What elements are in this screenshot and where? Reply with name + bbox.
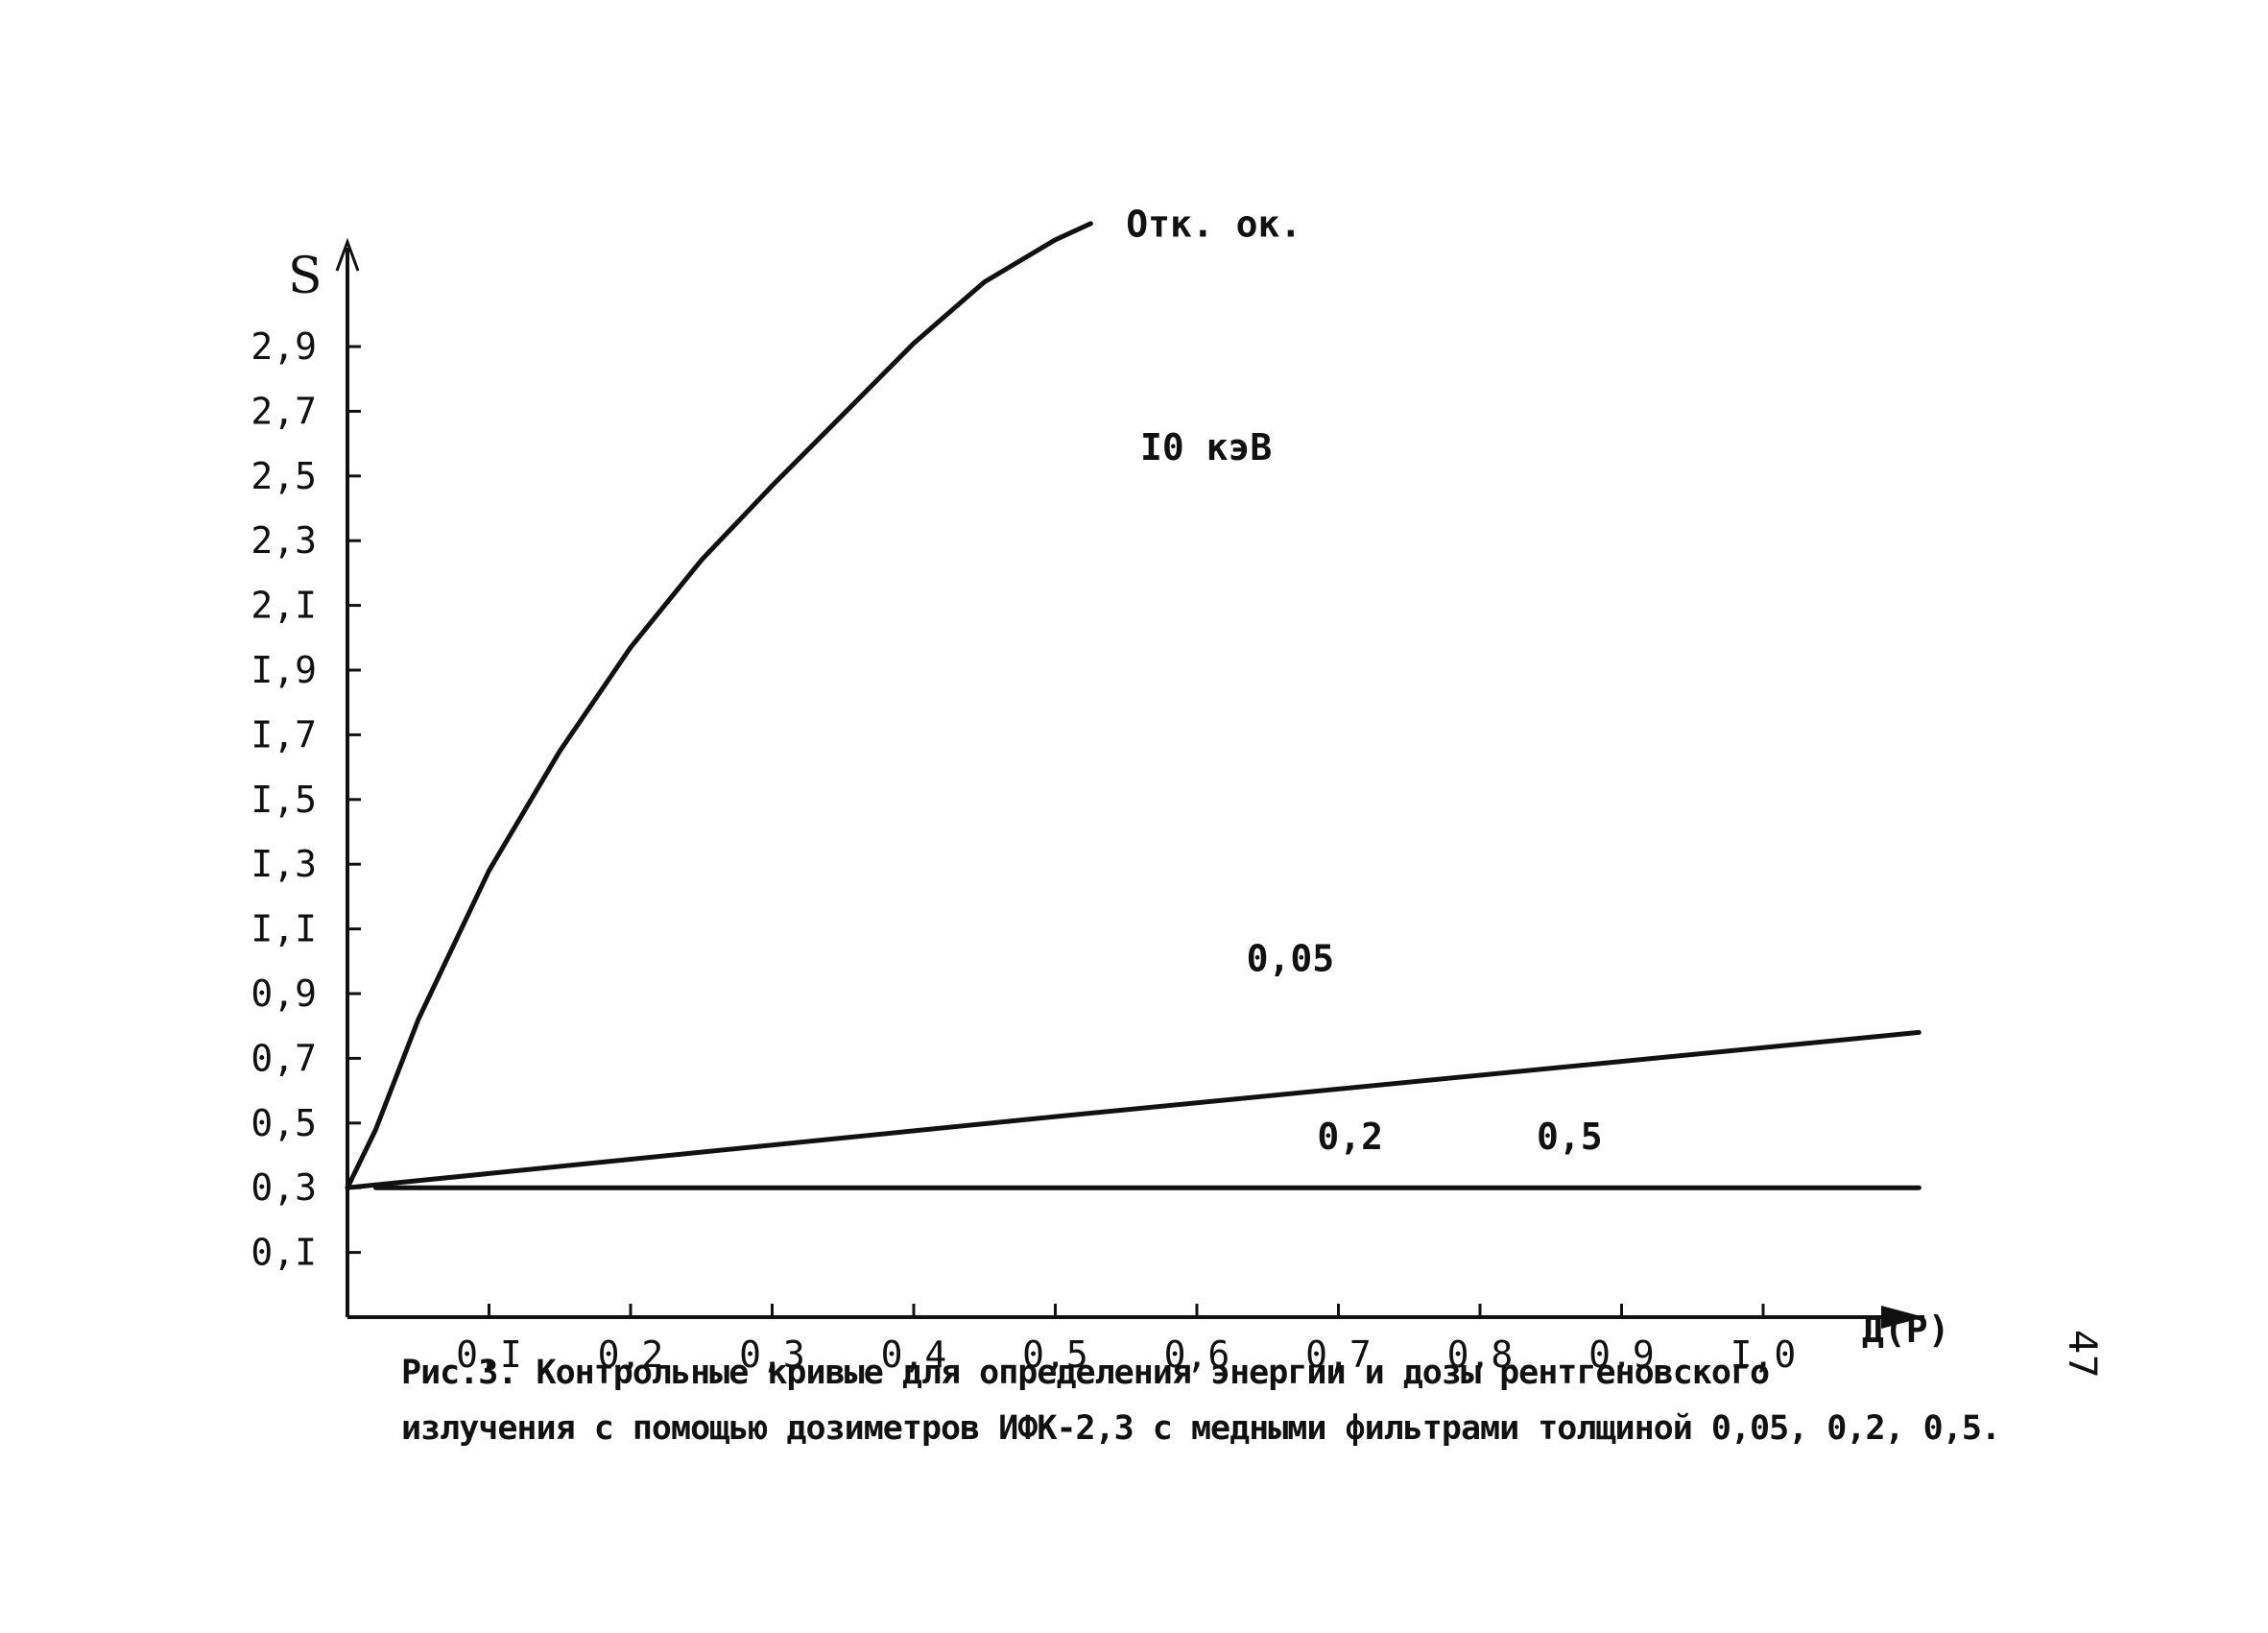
series-line-1 — [345, 221, 1093, 1190]
series-label-2: 0,05 — [1247, 937, 1335, 979]
y-axis-arrow — [335, 237, 360, 272]
x-tick-label: 0,5 — [1022, 1333, 1088, 1376]
x-tick-label: 0,3 — [739, 1333, 805, 1376]
y-tick-label: I,5 — [251, 779, 317, 821]
figure-caption-line-2: излучения с помощью дозиметров ИФК-2,3 с… — [401, 1409, 2001, 1448]
x-axis-arrow — [1881, 1306, 1924, 1329]
y-tick-label: 2,3 — [251, 519, 317, 562]
axes — [335, 237, 1924, 1329]
x-tick-label: 0,I — [456, 1333, 522, 1376]
x-tick-label: 0,7 — [1305, 1333, 1372, 1376]
page-number: 47 — [2060, 1330, 2104, 1379]
y-tick-label: 0,3 — [251, 1166, 317, 1209]
y-axis-title: S — [288, 248, 322, 305]
annotation-label-1: I0 кэВ — [1140, 426, 1272, 468]
series-group — [345, 221, 1922, 1190]
y-tick-label: 2,I — [251, 585, 317, 627]
x-tick-label: 0,4 — [881, 1333, 947, 1376]
x-tick-label: 0,8 — [1447, 1333, 1514, 1376]
y-tick-label: I,9 — [251, 649, 317, 691]
y-tick-label: 0,5 — [251, 1102, 317, 1144]
y-tick-label: I,7 — [251, 713, 317, 756]
annotation-label-2: 0,5 — [1537, 1116, 1603, 1158]
y-tick-label: 0,9 — [251, 973, 317, 1015]
y-tick-label: 2,7 — [251, 390, 317, 432]
series-label-1: Отк. ок. — [1126, 203, 1301, 245]
figure-caption-line-1: Рис.3. Контрольные кривые для определени… — [401, 1354, 1770, 1392]
y-tick-label: 2,5 — [251, 455, 317, 497]
series-label-3: 0,2 — [1317, 1116, 1383, 1158]
x-axis-title: Д(Р) — [1862, 1309, 1950, 1351]
y-tick-label: 0,I — [251, 1232, 317, 1274]
series-labels: Отк. ок. 0,05 0,2 I0 кэВ 0,5 — [1126, 203, 1602, 1157]
x-tick-label: 0,2 — [598, 1333, 664, 1376]
y-tick-label: I,3 — [251, 843, 317, 885]
y-ticks: 0,I 0,3 0,5 0,7 0,9 I,I I,3 I,5 I,7 I,9 2,I 2,3 2,5 2… — [251, 325, 361, 1274]
x-tick-label: 0,9 — [1588, 1333, 1655, 1376]
y-tick-label: I,I — [251, 908, 317, 950]
x-tick-label: I,0 — [1731, 1333, 1797, 1376]
y-tick-label: 0,7 — [251, 1037, 317, 1079]
x-tick-label: 0,6 — [1164, 1333, 1230, 1376]
x-ticks: 0,I 0,2 0,3 0,4 0,5 0,6 0,7 0,8 0,9 I,0 — [456, 1304, 1796, 1376]
y-tick-label: 2,9 — [251, 325, 317, 368]
series-line-2 — [345, 1029, 1922, 1190]
